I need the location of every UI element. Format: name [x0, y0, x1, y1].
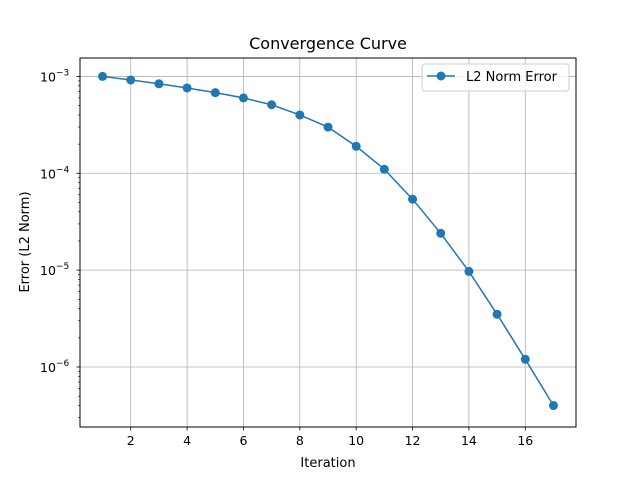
data-point [267, 100, 277, 110]
x-tick-label: 6 [239, 433, 247, 448]
x-axis-label: Iteration [300, 456, 355, 471]
y-tick-base: 10 [40, 69, 56, 84]
y-tick-label: 10−5 [40, 262, 69, 278]
series-layer [98, 71, 558, 411]
y-tick-exponent: −3 [56, 68, 69, 78]
legend-marker-swatch [436, 71, 446, 81]
data-point [210, 88, 220, 98]
x-tick-label: 8 [296, 433, 304, 448]
x-tick-label: 12 [405, 433, 421, 448]
x-tick-label: 4 [183, 433, 191, 448]
data-point [98, 71, 108, 81]
legend-box [421, 63, 570, 92]
x-tick-label: 2 [127, 433, 135, 448]
data-point [520, 354, 530, 364]
x-tick-label: 16 [517, 433, 533, 448]
y-tick-exponent: −5 [56, 262, 69, 272]
x-tick-label: 10 [348, 433, 364, 448]
x-axis: 2 4 6 8 10 12 14 16 [127, 427, 533, 448]
legend-label: L2 Norm Error [466, 70, 558, 85]
data-point [323, 122, 333, 132]
data-point [238, 93, 248, 103]
y-axis: 10−610−510−410−3 [40, 68, 80, 418]
data-point [408, 194, 418, 204]
chart-title: Convergence Curve [249, 34, 407, 53]
data-point [548, 401, 558, 411]
data-point [464, 266, 474, 276]
y-tick-label: 10−3 [40, 68, 69, 84]
x-tick-label: 14 [461, 433, 477, 448]
y-tick-base: 10 [40, 263, 56, 278]
data-point [154, 79, 164, 89]
y-axis-label: Error (L2 Norm) [18, 191, 33, 292]
data-point [492, 309, 502, 319]
data-point [295, 110, 305, 120]
grid [80, 58, 576, 427]
data-point [126, 75, 136, 85]
y-tick-label: 10−4 [40, 165, 69, 181]
y-tick-label: 10−6 [40, 359, 69, 375]
y-tick-exponent: −4 [56, 165, 70, 175]
y-tick-exponent: −6 [56, 359, 70, 369]
y-tick-base: 10 [40, 166, 56, 181]
plot-frame [79, 57, 577, 428]
legend: L2 Norm Error [421, 63, 570, 92]
data-point [182, 83, 192, 93]
data-point [379, 164, 389, 174]
data-point [436, 228, 446, 238]
data-point [351, 141, 361, 151]
y-tick-base: 10 [40, 360, 56, 375]
